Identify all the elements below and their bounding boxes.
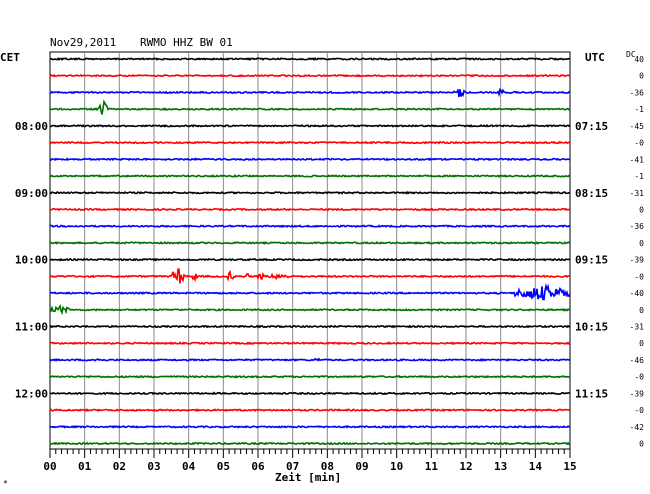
x-tick-label: 09 — [355, 460, 368, 473]
offset-label: 0 — [639, 239, 644, 248]
utc-time-label: 07:15 — [575, 120, 608, 133]
trace-line — [49, 257, 571, 262]
offset-label: -0 — [634, 373, 644, 382]
offset-label: -46 — [630, 356, 645, 365]
x-tick-label: 05 — [217, 460, 230, 473]
plot-frame — [49, 51, 571, 450]
x-tick-label: 11 — [425, 460, 439, 473]
offset-label: -45 — [630, 122, 645, 131]
trace-line — [49, 441, 571, 446]
x-tick-label: 07 — [286, 460, 299, 473]
corner-mark: * — [3, 479, 8, 488]
cet-time-label: 10:00 — [15, 254, 48, 267]
trace-line — [49, 391, 571, 396]
right-timezone-label: UTC — [585, 51, 605, 64]
trace-line — [49, 374, 571, 379]
cet-time-label: 08:00 — [15, 120, 48, 133]
chart-labels: 00 01 02 03 04 05 06 07 08 09 10 11 12 13 14 15400-36-1… — [15, 55, 644, 473]
trace-line — [49, 324, 571, 329]
trace-line — [49, 157, 571, 162]
x-tick-label: 15 — [563, 460, 576, 473]
trace-line — [49, 341, 571, 346]
offset-label: 0 — [639, 339, 644, 348]
offset-label: 40 — [634, 55, 644, 64]
x-tick-label: 04 — [182, 460, 196, 473]
offset-label: -39 — [630, 389, 645, 398]
trace-line — [49, 282, 571, 301]
x-tick-label: 01 — [78, 460, 92, 473]
x-tick-label: 08 — [321, 460, 334, 473]
offset-label: 0 — [639, 440, 644, 449]
x-tick-label: 12 — [459, 460, 472, 473]
offset-label: -1 — [634, 105, 644, 114]
offset-label: -0 — [634, 139, 644, 148]
trace-line — [49, 424, 571, 429]
offset-label: -40 — [630, 289, 645, 298]
trace-line — [49, 123, 571, 128]
trace-line — [49, 57, 571, 61]
offset-label: -41 — [630, 155, 645, 164]
trace-line — [49, 207, 571, 212]
offset-column-header: DC — [626, 50, 636, 59]
x-tick-label: 02 — [113, 460, 126, 473]
trace-line — [49, 408, 571, 413]
offset-label: -31 — [630, 323, 645, 332]
trace-lines — [49, 57, 571, 446]
cet-time-label: 11:00 — [15, 321, 48, 334]
offset-label: 0 — [639, 72, 644, 81]
offset-label: 0 — [639, 205, 644, 214]
offset-label: 0 — [639, 306, 644, 315]
offset-label: -0 — [634, 406, 644, 415]
cet-time-label: 09:00 — [15, 187, 48, 200]
trace-line — [49, 303, 571, 316]
station-label: RWMO HHZ BW 01 — [140, 36, 233, 49]
x-tick-label: 13 — [494, 460, 507, 473]
left-timezone-label: CET — [0, 51, 20, 64]
utc-time-label: 09:15 — [575, 254, 608, 267]
x-tick-label: 03 — [147, 460, 160, 473]
offset-label: -36 — [630, 222, 645, 231]
offset-label: -1 — [634, 172, 644, 181]
offset-label: -0 — [634, 272, 644, 281]
x-tick-label: 10 — [390, 460, 403, 473]
trace-line — [49, 190, 571, 195]
trace-line — [49, 87, 571, 98]
trace-line — [49, 357, 571, 362]
trace-line — [49, 268, 571, 284]
trace-line — [49, 99, 571, 115]
utc-time-label: 10:15 — [575, 321, 608, 334]
x-tick-label: 00 — [43, 460, 56, 473]
x-axis-label: Zeit [min] — [275, 471, 341, 484]
trace-line — [49, 174, 571, 178]
offset-label: -42 — [630, 423, 645, 432]
trace-line — [49, 73, 571, 78]
cet-time-label: 12:00 — [15, 387, 48, 400]
trace-line — [49, 224, 571, 229]
trace-line — [49, 140, 571, 145]
chart-grid — [49, 51, 571, 458]
date-label: Nov29,2011 — [50, 36, 116, 49]
x-tick-label: 06 — [251, 460, 265, 473]
x-tick-label: 14 — [529, 460, 543, 473]
offset-label: -39 — [630, 256, 645, 265]
offset-label: -36 — [630, 88, 645, 97]
trace-line — [49, 240, 571, 245]
offset-label: -31 — [630, 189, 645, 198]
utc-time-label: 08:15 — [575, 187, 608, 200]
utc-time-label: 11:15 — [575, 387, 608, 400]
